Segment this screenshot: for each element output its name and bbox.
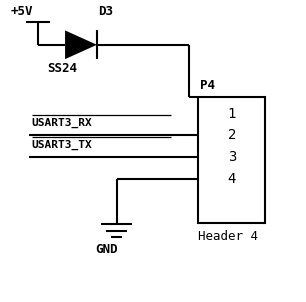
Text: SS24: SS24 (47, 62, 77, 75)
Polygon shape (65, 31, 97, 59)
Text: 4: 4 (228, 172, 236, 186)
Text: GND: GND (95, 243, 118, 256)
Text: 1: 1 (228, 107, 236, 120)
Text: USART3_TX: USART3_TX (32, 139, 92, 149)
Text: 2: 2 (228, 128, 236, 143)
Text: Header 4: Header 4 (199, 230, 259, 243)
Bar (199, 97, 265, 223)
Text: D3: D3 (99, 5, 114, 18)
Text: 3: 3 (228, 150, 236, 164)
Text: P4: P4 (200, 79, 215, 92)
Text: +5V: +5V (10, 5, 33, 18)
Text: USART3_RX: USART3_RX (32, 117, 92, 128)
